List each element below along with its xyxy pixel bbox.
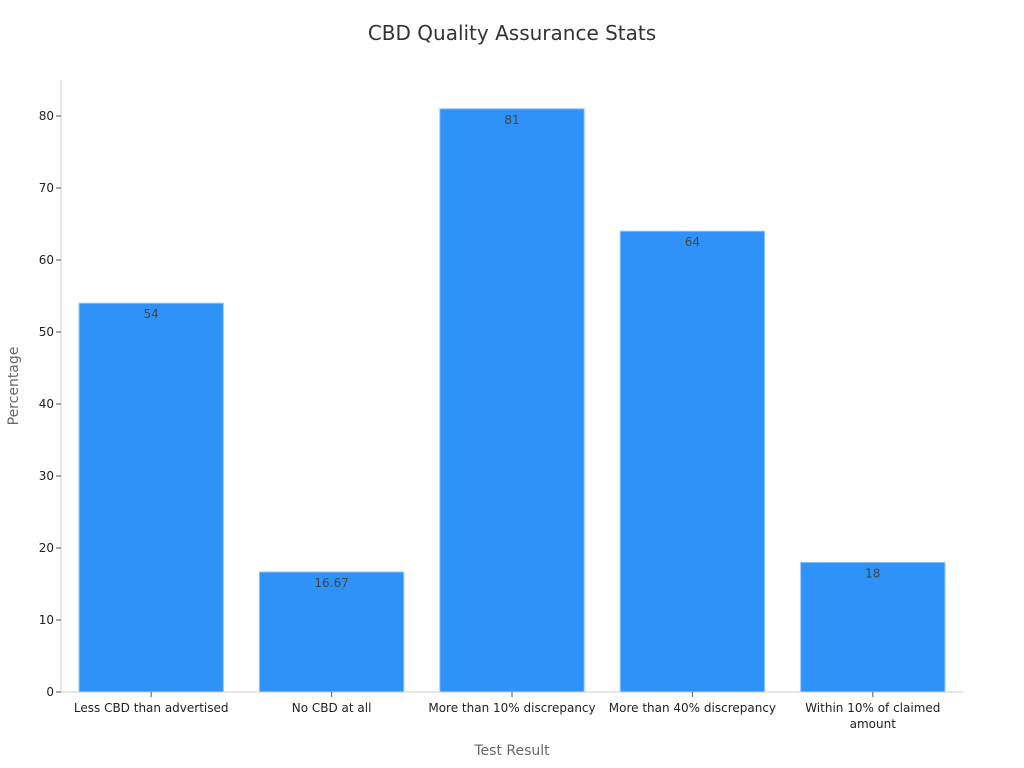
- x-tick-label: More than 40% discrepancy: [609, 701, 776, 715]
- x-axis-title: Test Result: [473, 743, 550, 759]
- y-axis: 0 10 20 30 40 50 60 70 80: [39, 80, 62, 699]
- y-tick-label: 20: [39, 541, 54, 555]
- y-tick-label: 70: [39, 181, 54, 195]
- bar-value-label: 64: [685, 235, 700, 249]
- x-axis: Less CBD than advertised No CBD at all Mor…: [61, 691, 963, 731]
- bar-value-label: 18: [865, 566, 880, 580]
- bar: [439, 108, 585, 693]
- bar-value-label: 54: [144, 307, 159, 321]
- y-tick-label: 80: [39, 109, 54, 123]
- bar: [619, 230, 766, 693]
- x-tick-label: No CBD at all: [292, 701, 372, 715]
- bar: [78, 302, 224, 693]
- bar-value-label: 81: [504, 113, 519, 127]
- x-tick-label: More than 10% discrepancy: [428, 701, 595, 715]
- bar-value-label: 16.67: [314, 576, 348, 590]
- y-tick-label: 0: [46, 685, 54, 699]
- y-tick-label: 50: [39, 325, 54, 339]
- y-tick-label: 30: [39, 469, 54, 483]
- y-tick-label: 60: [39, 253, 54, 267]
- bar: [258, 571, 405, 693]
- bars-group: 54 16.67 81 64 18: [78, 108, 946, 693]
- y-axis-title: Percentage: [6, 347, 22, 426]
- x-tick-label: Within 10% of claimed amount: [805, 701, 940, 731]
- bar: [800, 561, 946, 693]
- y-tick-label: 40: [39, 397, 54, 411]
- x-tick-label: Less CBD than advertised: [74, 701, 229, 715]
- chart-title: CBD Quality Assurance Stats: [368, 21, 656, 45]
- y-tick-label: 10: [39, 613, 54, 627]
